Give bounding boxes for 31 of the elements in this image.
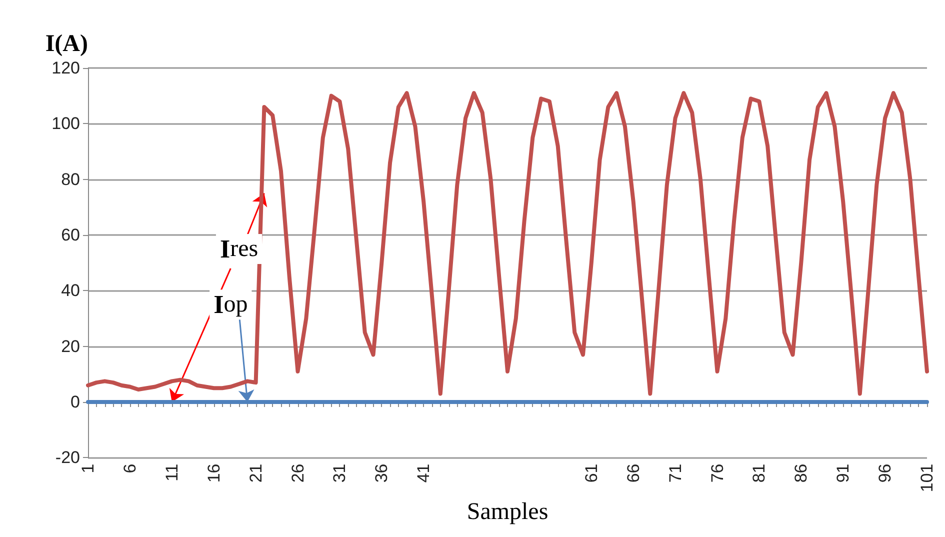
x-tick-label: 36 [372, 464, 392, 483]
text: Iop [214, 290, 248, 320]
x-tick-label: 21 [246, 464, 266, 483]
x-tick-label: 101 [918, 464, 936, 492]
y-tick-label: 100 [52, 114, 80, 134]
y-tick-label: 80 [61, 170, 80, 189]
line-series [86, 91, 929, 396]
x-tick-label: 81 [750, 464, 769, 483]
x-axis-title: Samples [466, 499, 548, 525]
x-tick-label: 1 [78, 464, 98, 474]
x-tick-label: 76 [708, 464, 727, 483]
x-tick-label: 31 [330, 464, 350, 483]
x-tick-label: 41 [414, 464, 434, 483]
x-tick-label: 66 [624, 464, 643, 483]
x-tick-label: 11 [162, 464, 182, 482]
y-tick-label: 40 [61, 281, 80, 300]
y-tick-label: 60 [61, 226, 80, 245]
x-tick-label: 71 [666, 464, 685, 483]
y-tick-label: -20 [55, 448, 80, 468]
x-tick-label: 86 [792, 464, 811, 483]
x-tick-label: 91 [834, 464, 853, 483]
y-axis-title: I(A) [45, 31, 88, 57]
x-tick-label: 16 [204, 464, 224, 483]
y-tick-label: 120 [52, 58, 80, 78]
y-tick-label: 0 [70, 392, 80, 412]
y-tick-label: 20 [61, 336, 80, 356]
x-tick-label: 6 [120, 464, 140, 474]
x-tick-label: 26 [288, 464, 308, 483]
x-tick-label: 61 [582, 464, 601, 483]
x-tick-label: 96 [876, 464, 895, 483]
series-label: Ires [220, 234, 258, 264]
